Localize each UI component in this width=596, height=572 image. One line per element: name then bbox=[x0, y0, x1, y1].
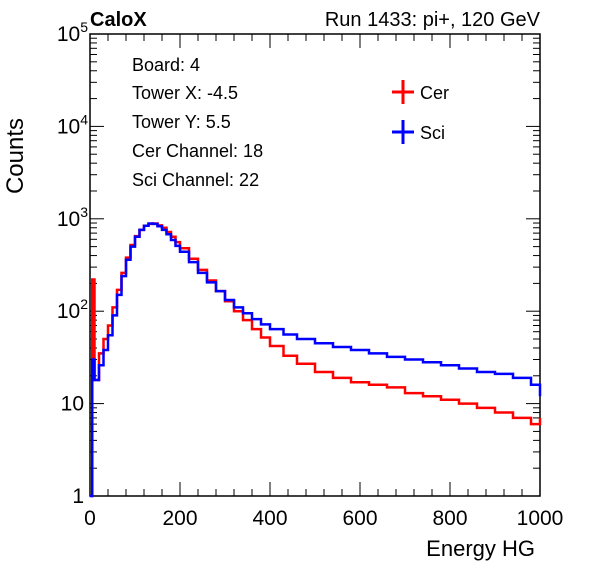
series-sci-line bbox=[90, 222, 542, 498]
y-tick-label: 1 bbox=[72, 485, 84, 508]
info-line-tower-y: Tower Y: 5.5 bbox=[132, 112, 231, 132]
series-cer-line bbox=[90, 222, 542, 498]
y-tick-label: 102 bbox=[57, 296, 88, 323]
legend: Cer Sci bbox=[392, 80, 449, 144]
x-tick-label: 400 bbox=[252, 507, 287, 530]
legend-item-cer: Cer bbox=[392, 80, 449, 104]
y-axis-title: Counts bbox=[2, 118, 29, 194]
x-tick-label: 800 bbox=[432, 507, 467, 530]
y-tick-label: 103 bbox=[57, 204, 88, 231]
y-tick-label: 105 bbox=[57, 19, 88, 46]
info-line-cer-channel: Cer Channel: 18 bbox=[132, 141, 263, 161]
x-axis-ticks: 0 200 400 600 800 1000 bbox=[84, 34, 563, 530]
x-axis-title: Energy HG bbox=[426, 536, 535, 561]
legend-label-sci: Sci bbox=[420, 123, 445, 143]
header-right-label: Run 1433: pi+, 120 GeV bbox=[325, 9, 541, 31]
info-line-tower-x: Tower X: -4.5 bbox=[132, 83, 238, 103]
series-group bbox=[90, 222, 542, 498]
y-tick-label: 104 bbox=[57, 111, 88, 138]
legend-label-cer: Cer bbox=[420, 83, 449, 103]
x-tick-label: 600 bbox=[342, 507, 377, 530]
header-left-label: CaloX bbox=[90, 9, 147, 31]
legend-item-sci: Sci bbox=[392, 120, 445, 144]
info-line-sci-channel: Sci Channel: 22 bbox=[132, 170, 259, 190]
info-line-board: Board: 4 bbox=[132, 55, 200, 75]
plot-frame bbox=[89, 33, 541, 497]
x-tick-label: 200 bbox=[162, 507, 197, 530]
x-tick-label: 1000 bbox=[517, 507, 564, 530]
y-tick-label: 10 bbox=[61, 393, 84, 416]
y-axis-ticks: 1 10 102 103 104 105 bbox=[57, 19, 540, 508]
info-box: Board: 4 Tower X: -4.5 Tower Y: 5.5 Cer … bbox=[132, 55, 263, 190]
x-tick-label: 0 bbox=[84, 507, 96, 530]
